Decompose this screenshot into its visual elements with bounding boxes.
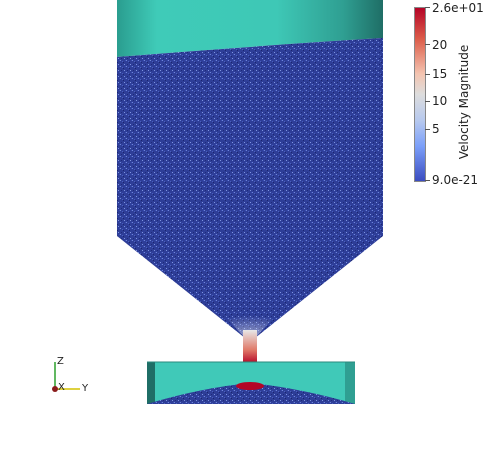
axis-x-label: X: [58, 382, 65, 393]
base-tray-right-wall: [345, 362, 355, 404]
colorbar-title: Velocity Magnitude: [457, 44, 471, 160]
colorbar-tick: [425, 44, 430, 45]
tray-impact: [236, 382, 264, 390]
colorbar-tick: [425, 101, 430, 102]
colorbar-tick: [425, 74, 430, 75]
outlet-region: [210, 300, 290, 338]
colorbar-tick: [425, 129, 430, 130]
granular-bed: [117, 38, 383, 338]
colorbar-legend: 2.6e+01 20 15 10 5 9.0e-21 Velocity Magn…: [408, 2, 500, 188]
colorbar-label: 15: [432, 67, 448, 81]
colorbar-label: 10: [432, 94, 448, 108]
base-tray-left-wall: [147, 362, 155, 404]
orientation-axes: Z X Y: [44, 356, 94, 396]
axes-triad-icon: [52, 362, 80, 392]
tray-heap: [147, 383, 355, 404]
silo-upper-wall: [117, 0, 383, 57]
colorbar-label-min: 9.0e-21: [432, 173, 479, 187]
axis-y-label: Y: [82, 383, 89, 394]
colorbar-tick: [425, 7, 430, 8]
colorbar-tick: [425, 180, 430, 181]
colorbar-label: 5: [432, 122, 440, 136]
colorbar-gradient: [414, 7, 426, 182]
colorbar-label: 20: [432, 38, 448, 52]
axis-z-label: Z: [57, 356, 64, 367]
colorbar-label-max: 2.6e+01: [432, 1, 484, 15]
